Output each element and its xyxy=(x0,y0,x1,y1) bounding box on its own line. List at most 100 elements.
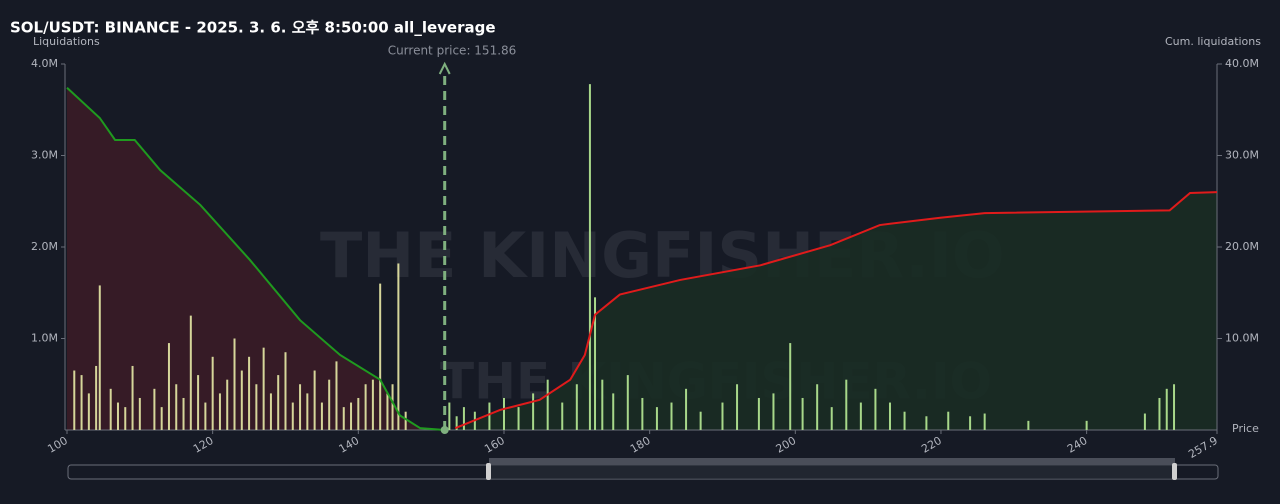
bar xyxy=(211,356,214,430)
scrollbar[interactable] xyxy=(67,458,1219,480)
current-price-label: Current price: 151.86 xyxy=(388,44,517,58)
bar xyxy=(789,343,792,430)
bar xyxy=(404,411,407,430)
y2-tick-label: 20.0M xyxy=(1225,240,1259,253)
bar xyxy=(488,402,491,430)
scroll-range[interactable] xyxy=(489,465,1175,479)
bar xyxy=(1173,384,1176,430)
y-tick-label: 1.0M xyxy=(31,332,58,345)
bar xyxy=(546,379,549,430)
bar xyxy=(874,388,877,430)
bar xyxy=(226,379,229,430)
bar xyxy=(269,393,272,430)
bar xyxy=(87,393,90,430)
bar xyxy=(277,375,280,430)
bar xyxy=(320,402,323,430)
bar xyxy=(462,407,465,430)
bar xyxy=(116,402,119,430)
bar xyxy=(575,384,578,430)
bar xyxy=(772,393,775,430)
bar xyxy=(240,370,243,430)
bar xyxy=(182,397,185,430)
bar xyxy=(983,413,986,430)
bar xyxy=(95,365,98,430)
bar xyxy=(73,370,76,430)
bar xyxy=(969,416,972,430)
bar xyxy=(830,407,833,430)
chart-title: SOL/USDT: BINANCE - 2025. 3. 6. 오후 8:50:… xyxy=(10,19,496,37)
cumulative-line xyxy=(454,191,1218,430)
current-price-arrow xyxy=(438,61,451,75)
bar xyxy=(1165,388,1168,430)
bar xyxy=(845,379,848,430)
bar xyxy=(364,384,367,430)
x-axis-label: Price xyxy=(1232,422,1259,435)
bar xyxy=(391,384,394,430)
bar xyxy=(925,416,928,430)
bar xyxy=(903,411,906,430)
bar xyxy=(379,283,382,430)
bar xyxy=(721,402,724,430)
bar xyxy=(109,388,112,430)
bar xyxy=(670,402,673,430)
bar xyxy=(888,402,891,430)
bar xyxy=(284,352,287,430)
bar xyxy=(1158,397,1161,430)
y2-tick-label: 40.0M xyxy=(1225,57,1259,70)
bar xyxy=(299,384,302,430)
bar xyxy=(517,407,520,430)
y-tick-label: 4.0M xyxy=(31,57,58,70)
bar xyxy=(153,388,156,430)
bar xyxy=(306,393,309,430)
bar xyxy=(291,402,294,430)
bar xyxy=(328,379,331,430)
scroll-handle[interactable] xyxy=(1172,463,1177,480)
bar xyxy=(448,402,451,430)
bar xyxy=(124,407,127,430)
bar xyxy=(612,393,615,430)
bar xyxy=(947,411,950,430)
scroll-handle[interactable] xyxy=(486,463,491,480)
bar xyxy=(859,402,862,430)
bar xyxy=(641,397,644,430)
bar xyxy=(160,407,163,430)
bar xyxy=(699,411,702,430)
bar xyxy=(335,361,338,430)
bar xyxy=(189,315,192,430)
y-axis-label: Liquidations xyxy=(33,35,100,48)
bar xyxy=(757,397,760,430)
bar xyxy=(1143,413,1146,430)
y-tick-label: 3.0M xyxy=(31,149,58,162)
bar xyxy=(313,370,316,430)
bar xyxy=(131,365,134,430)
bar xyxy=(371,379,374,430)
bar xyxy=(588,84,591,430)
bar xyxy=(655,407,658,430)
bar xyxy=(248,356,251,430)
bar xyxy=(626,375,629,430)
bar xyxy=(357,397,360,430)
bar xyxy=(350,402,353,430)
bar xyxy=(816,384,819,430)
y2-tick-label: 30.0M xyxy=(1225,149,1259,162)
bar xyxy=(736,384,739,430)
bar xyxy=(342,407,345,430)
y-tick-label: 2.0M xyxy=(31,240,58,253)
area-fill xyxy=(455,192,1217,430)
bar xyxy=(255,384,258,430)
bar xyxy=(167,343,170,430)
bar xyxy=(502,397,505,430)
bar xyxy=(801,397,804,430)
bar xyxy=(1085,420,1088,430)
bar xyxy=(386,393,389,430)
y2-axis-label: Cum. liquidations xyxy=(1165,35,1261,48)
bar xyxy=(138,397,141,430)
bar xyxy=(397,263,400,430)
bar xyxy=(532,393,535,430)
bar xyxy=(175,384,178,430)
scroll-window[interactable] xyxy=(489,458,1175,465)
bar xyxy=(455,416,458,430)
current-price-dot xyxy=(440,426,449,434)
